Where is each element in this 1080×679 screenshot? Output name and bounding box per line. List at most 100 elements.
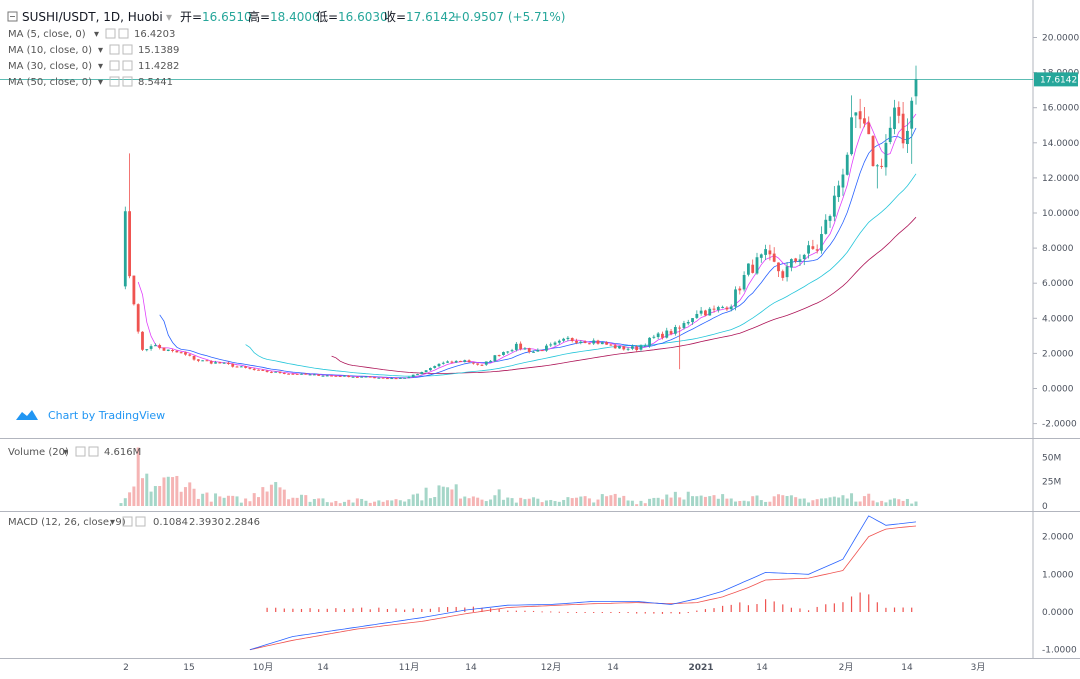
candle [648, 337, 651, 348]
candle [368, 376, 372, 378]
volume-bar [845, 498, 849, 506]
ma30-settings-icon[interactable] [109, 60, 120, 71]
candle-body [802, 254, 806, 260]
ma10-close-icon[interactable] [122, 44, 133, 55]
candle-body [123, 211, 127, 287]
candle-body [811, 246, 815, 249]
candle [596, 339, 600, 345]
candle [261, 369, 265, 371]
macd-histogram-bar [627, 612, 629, 613]
candle [450, 360, 454, 364]
time-axis-tick-label: 2 [123, 663, 129, 673]
candle-body [635, 346, 639, 350]
ma10-settings-icon[interactable] [109, 44, 120, 55]
candle-body [781, 271, 785, 278]
candle-body [772, 253, 776, 262]
candle-body [360, 376, 364, 378]
ma50-settings-icon[interactable] [109, 76, 120, 87]
macd-pane[interactable] [249, 515, 917, 651]
volume-bar [901, 500, 905, 506]
candle [334, 375, 338, 377]
ma30-dropdown-icon[interactable]: ▾ [98, 61, 103, 72]
candle-body [480, 364, 484, 366]
tradingview-watermark[interactable]: Chart by TradingView [16, 409, 165, 422]
candle [656, 332, 660, 340]
macd-close-icon[interactable] [135, 516, 146, 527]
candle-body [446, 361, 449, 363]
volume-bar [398, 500, 402, 506]
candle-body [282, 372, 286, 374]
candle-body [704, 310, 707, 316]
volume-bar [527, 498, 531, 506]
candle [673, 324, 677, 336]
ma50-dropdown-icon[interactable]: ▾ [98, 77, 103, 88]
candle-body [699, 310, 703, 314]
macd-settings-icon[interactable] [122, 516, 133, 527]
candle-body [265, 370, 269, 372]
volume-settings-icon[interactable] [75, 446, 86, 457]
candle [807, 240, 810, 259]
price-pane[interactable] [123, 65, 918, 380]
volume-dropdown-icon[interactable]: ▾ [63, 447, 68, 458]
macd-histogram-bar [558, 611, 560, 613]
volume-bar [819, 498, 823, 506]
macd-histogram-bar [859, 592, 861, 612]
volume-bar [523, 499, 527, 506]
volume-bar [437, 485, 441, 506]
candle [347, 375, 351, 378]
volume-bar [312, 499, 316, 506]
macd-dropdown-icon[interactable]: ▾ [110, 517, 115, 528]
candle-body [751, 264, 755, 273]
candle [252, 367, 256, 371]
volume-bar [742, 500, 746, 506]
volume-bar [832, 496, 836, 506]
candle-body [398, 377, 402, 379]
candle-body [798, 259, 802, 262]
candle-body [545, 345, 548, 351]
candle [158, 343, 162, 350]
volume-bar [862, 496, 866, 506]
collapse-icon[interactable] [7, 11, 18, 22]
header-dropdown-icon[interactable]: ▾ [166, 10, 172, 24]
candle [205, 360, 209, 362]
volume-bar [420, 500, 424, 506]
volume-bar [450, 489, 454, 506]
macd-histogram-bar [524, 610, 526, 612]
candle-body [300, 373, 303, 375]
macd-signal-value: 2.2846 [225, 517, 260, 528]
candle [467, 359, 471, 363]
candle [471, 362, 475, 365]
candle-body [785, 266, 789, 278]
ma50-close-icon[interactable] [122, 76, 133, 87]
ma10-dropdown-icon[interactable]: ▾ [98, 45, 103, 56]
volume-bar [360, 498, 364, 506]
ma10-line [159, 127, 917, 379]
candle-body [252, 368, 256, 370]
candle-body [317, 374, 321, 376]
candle [373, 376, 376, 379]
volume-bar [179, 491, 183, 506]
macd-histogram-bar [275, 607, 277, 612]
candle-body [416, 374, 419, 376]
macd-histogram-bar [679, 612, 681, 614]
ma5-dropdown-icon[interactable]: ▾ [94, 29, 99, 40]
candle [527, 347, 531, 354]
ma5-settings-icon[interactable] [105, 28, 116, 39]
volume-bar [158, 486, 162, 506]
ma30-close-icon[interactable] [122, 60, 133, 71]
volume-bar [201, 493, 205, 506]
volume-pane[interactable] [119, 447, 918, 507]
candle-body [437, 363, 441, 367]
candle [188, 353, 192, 357]
volume-close-icon[interactable] [88, 446, 99, 457]
ma5-close-icon[interactable] [118, 28, 129, 39]
candle-body [807, 245, 810, 254]
volume-bar [381, 501, 385, 506]
candle-body [295, 373, 299, 375]
volume-bar [274, 482, 278, 506]
candle [622, 345, 626, 351]
ma5-line [137, 113, 917, 379]
candle [506, 351, 510, 354]
